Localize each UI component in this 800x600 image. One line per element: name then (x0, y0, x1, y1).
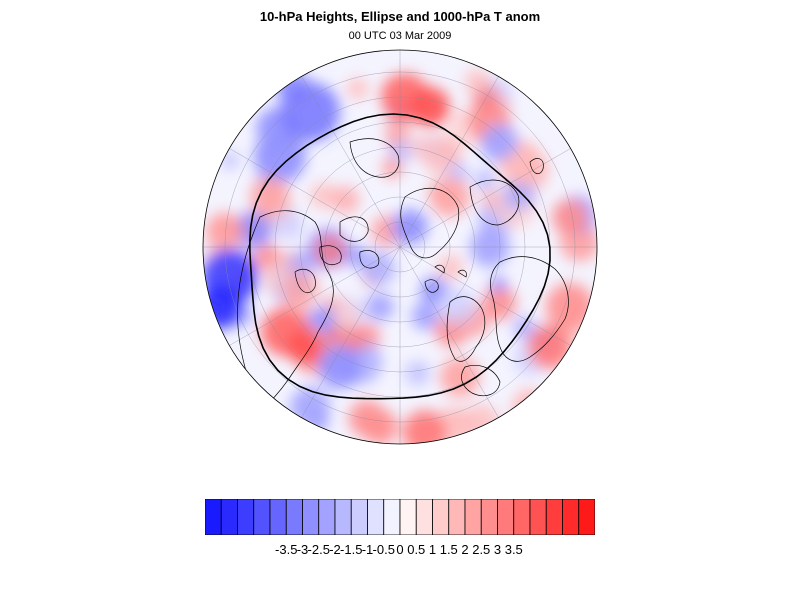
colorbar-swatch (480, 499, 498, 535)
colorbar-swatch (269, 499, 287, 535)
colorbar-tick-label: 3.5 (504, 542, 523, 557)
colorbar-swatch (367, 499, 385, 535)
map-disc-border (202, 49, 598, 445)
colorbar-tick-label: -3 (296, 542, 309, 557)
colorbar-swatch (432, 499, 450, 535)
colorbar-tick-label: 2 (461, 542, 469, 557)
colorbar-swatch (253, 499, 271, 535)
colorbar-tick-label: -3.5 (275, 542, 298, 557)
colorbar-swatch (464, 499, 482, 535)
lat-lon-grid (203, 50, 597, 444)
colorbar-labels: -3.5 -3 -2.5 -2 -1.5 -1 -0.5 0 0.5 1 1.5 2 2.5 3 3.5 (0, 542, 800, 562)
colorbar-tick-label: 0 (396, 542, 404, 557)
colorbar-swatch (497, 499, 515, 535)
colorbar-swatch (448, 499, 466, 535)
colorbar-tick-label: 0.5 (407, 542, 426, 557)
colorbar-swatch (334, 499, 352, 535)
colorbar-swatch (285, 499, 303, 535)
colorbar-swatch (205, 499, 222, 535)
colorbar-swatch (399, 499, 417, 535)
colorbar-swatch (237, 499, 255, 535)
colorbar-swatch (578, 499, 595, 535)
colorbar-swatch (415, 499, 433, 535)
colorbar-tick-label: -1.5 (340, 542, 363, 557)
colorbar (205, 499, 595, 535)
colorbar-swatch (545, 499, 563, 535)
temperature-anomaly-field (203, 68, 597, 444)
chart-subtitle: 00 UTC 03 Mar 2009 (348, 30, 452, 42)
colorbar-tick-label: 3 (493, 542, 502, 557)
colorbar-tick-label: -2.5 (307, 542, 330, 557)
colorbar-swatch (562, 499, 580, 535)
chart-title: 10-hPa Heights, Ellipse and 1000-hPa T a… (259, 9, 541, 24)
colorbar-tick-label: 2.5 (472, 542, 491, 557)
colorbar-swatch (318, 499, 336, 535)
colorbar-tick-label: 1.5 (439, 542, 458, 557)
colorbar-tick-label: -1 (361, 542, 374, 557)
colorbar-tick-label: 1 (428, 542, 437, 557)
colorbar-swatch (220, 499, 238, 535)
colorbar-tick-label: -2 (329, 542, 341, 557)
polar-map (202, 49, 598, 445)
colorbar-swatch (383, 499, 401, 535)
colorbar-swatch (513, 499, 531, 535)
colorbar-swatch (302, 499, 320, 535)
height-contour-ellipse (249, 113, 551, 400)
colorbar-tick-label: -0.5 (372, 542, 395, 557)
colorbar-swatch (529, 499, 547, 535)
colorbar-swatch (350, 499, 368, 535)
